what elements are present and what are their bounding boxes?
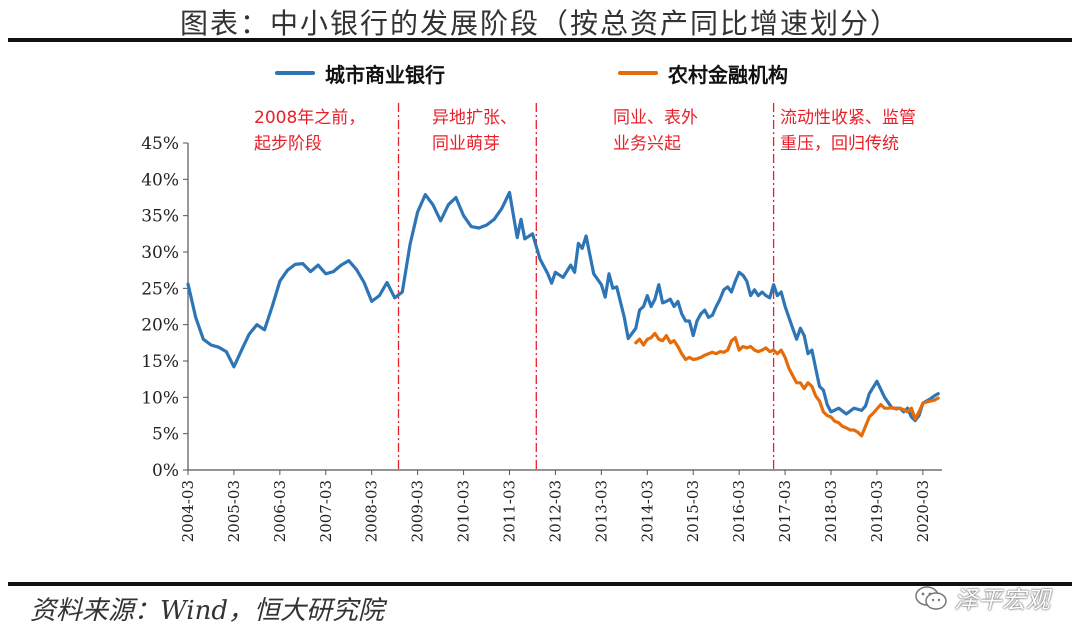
x-tick-label: 2005-03 <box>225 480 243 542</box>
phase-label-interbank: 同业、表外 业务兴起 <box>613 105 698 157</box>
x-tick-label: 2019-03 <box>868 480 886 542</box>
phase-label-line: 同业、表外 <box>613 108 698 128</box>
y-tick-label: 25% <box>141 279 179 299</box>
x-tick-label: 2014-03 <box>638 480 656 542</box>
x-tick-label: 2016-03 <box>730 480 748 542</box>
bottom-rule <box>8 582 1072 586</box>
x-tick-label: 2009-03 <box>409 480 427 542</box>
y-tick-label: 40% <box>141 170 179 190</box>
y-tick-label: 10% <box>141 388 179 408</box>
legend-label-rural-bank: 农村金融机构 <box>668 62 788 87</box>
phase-label-regulation: 流动性收紧、监管 重压，回归传统 <box>780 105 916 157</box>
y-tick-label: 15% <box>141 352 179 372</box>
source-note: 资料来源：Wind，恒大研究院 <box>30 596 384 626</box>
top-rule <box>8 38 1072 42</box>
x-tick-label: 2017-03 <box>776 480 794 542</box>
x-tick-label: 2004-03 <box>179 480 197 542</box>
phase-label-line: 同业萌芽 <box>432 134 500 154</box>
y-tick-label: 45% <box>141 134 179 154</box>
x-tick-label: 2012-03 <box>546 480 564 542</box>
x-tick-label: 2010-03 <box>455 480 473 542</box>
y-tick-label: 30% <box>141 243 179 263</box>
x-tick-label: 2013-03 <box>592 480 610 542</box>
series-line-rural-bank <box>634 331 940 438</box>
phase-label-line: 重压，回归传统 <box>780 134 899 154</box>
phase-label-line: 流动性收紧、监管 <box>780 108 916 128</box>
phase-label-expansion: 异地扩张、 同业萌芽 <box>432 105 517 157</box>
x-tick-label: 2011-03 <box>501 480 519 542</box>
x-tick-label: 2018-03 <box>822 480 840 542</box>
phase-label-line: 业务兴起 <box>613 134 681 154</box>
legend-swatch-city-bank <box>275 71 315 75</box>
series-line-city-bank <box>186 190 940 423</box>
x-tick-label: 2020-03 <box>914 480 932 542</box>
legend-label-city-bank: 城市商业银行 <box>325 62 445 87</box>
y-tick-label: 35% <box>141 207 179 227</box>
phase-label-line: 异地扩张、 <box>432 108 517 128</box>
phase-label-line: 起步阶段 <box>254 134 322 154</box>
legend-swatch-rural-bank <box>618 71 658 75</box>
y-tick-label: 5% <box>152 425 179 445</box>
x-tick-label: 2008-03 <box>363 480 381 542</box>
x-tick-label: 2007-03 <box>317 480 335 542</box>
watermark: 泽平宏观 <box>914 580 1050 615</box>
page-title: 图表：中小银行的发展阶段（按总资产同比增速划分） <box>179 7 900 40</box>
legend-item-rural-bank: 农村金融机构 <box>618 58 788 88</box>
x-tick-label: 2015-03 <box>684 480 702 542</box>
wechat-icon <box>915 585 947 610</box>
y-tick-label: 20% <box>141 316 179 336</box>
x-tick-label: 2006-03 <box>271 480 289 542</box>
watermark-text: 泽平宏观 <box>954 586 1050 614</box>
phase-label-line: 2008年之前， <box>254 108 366 128</box>
phase-label-startup: 2008年之前， 起步阶段 <box>254 105 365 157</box>
legend-item-city-bank: 城市商业银行 <box>275 58 445 88</box>
y-tick-label: 0% <box>152 461 179 481</box>
